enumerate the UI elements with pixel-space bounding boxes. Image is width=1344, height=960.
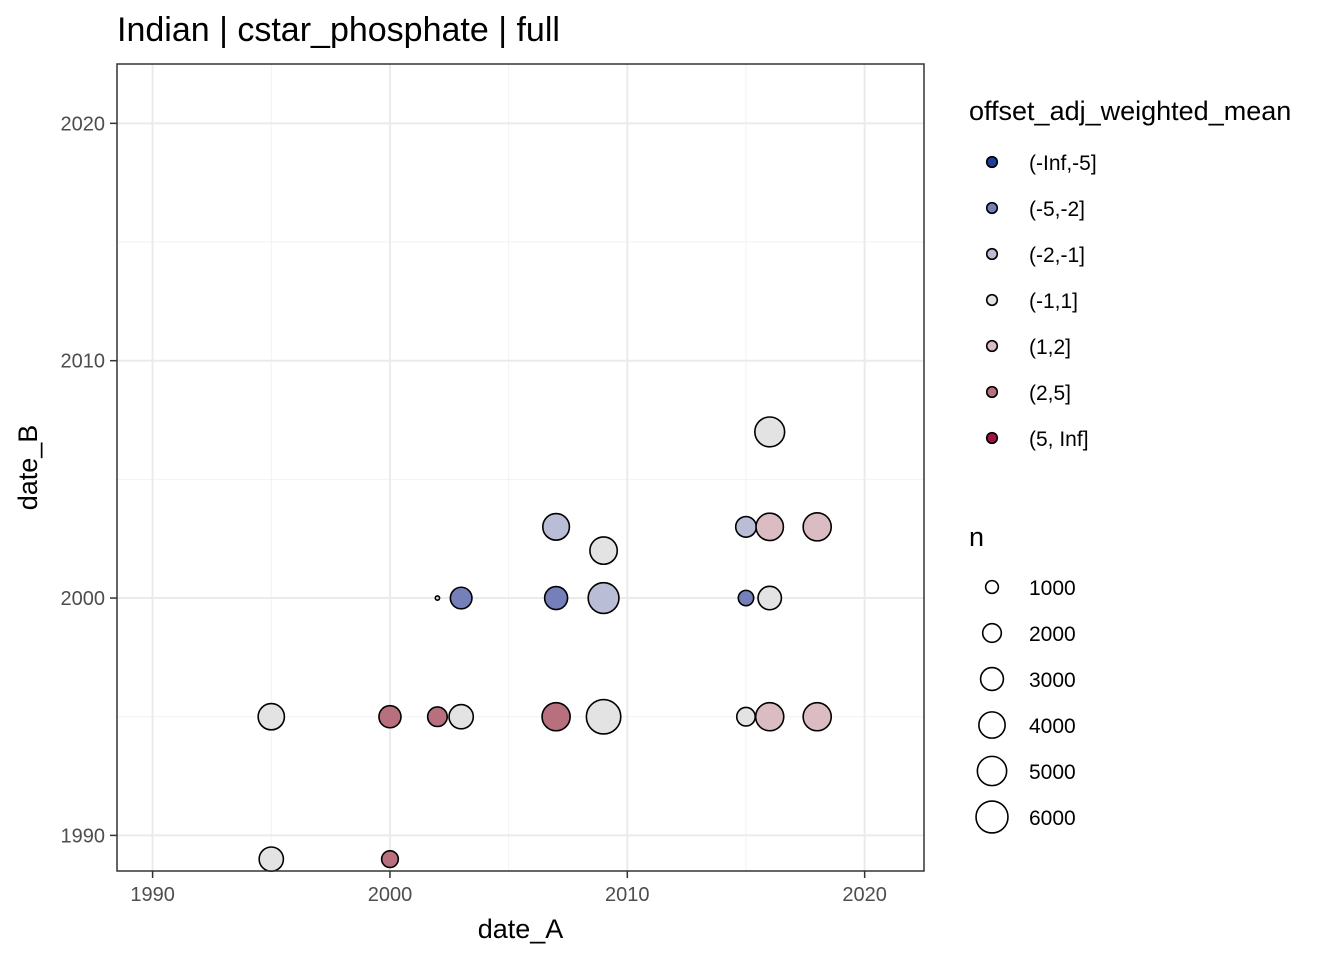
data-point bbox=[802, 511, 833, 542]
size-legend-label: 1000 bbox=[1029, 577, 1076, 600]
color-legend-label: (5, Inf] bbox=[1029, 428, 1089, 451]
color-legend-key bbox=[985, 201, 999, 215]
color-legend-key bbox=[985, 293, 999, 307]
data-point bbox=[754, 416, 786, 448]
data-point bbox=[757, 585, 783, 611]
data-point bbox=[257, 702, 286, 731]
color-legend-title: offset_adj_weighted_mean bbox=[969, 96, 1291, 126]
color-legend-key bbox=[985, 385, 999, 399]
legend: offset_adj_weighted_mean (-Inf,-5] (-5,-2… bbox=[969, 96, 1291, 834]
y-axis-title: date_B bbox=[13, 425, 43, 511]
y-tick-label: 2020 bbox=[61, 113, 106, 135]
color-legend-label: (2,5] bbox=[1029, 382, 1071, 405]
size-legend-key bbox=[978, 711, 1006, 739]
color-legend-key bbox=[985, 339, 999, 353]
data-point bbox=[587, 581, 620, 615]
color-legend-items: (-Inf,-5] (-5,-2] (-2,-1] (-1,1] (1,2] (2,5] (… bbox=[985, 152, 1097, 451]
data-point bbox=[737, 589, 755, 607]
color-legend-label: (-5,-2] bbox=[1029, 198, 1085, 221]
plot-panel bbox=[117, 64, 924, 871]
data-point bbox=[380, 849, 400, 869]
size-legend-key bbox=[979, 666, 1005, 692]
x-tick-label: 1990 bbox=[130, 884, 175, 906]
data-point bbox=[735, 706, 757, 727]
size-legend-key bbox=[984, 579, 1000, 595]
plot-panel-border bbox=[116, 63, 925, 872]
x-tick-label: 2000 bbox=[368, 884, 413, 906]
data-point bbox=[541, 512, 571, 541]
data-point bbox=[585, 698, 622, 735]
color-legend-key bbox=[985, 431, 999, 445]
size-legend-items: 1000 2000 3000 4000 5000 6000 bbox=[975, 577, 1076, 834]
y-tick-label: 2000 bbox=[61, 588, 106, 610]
y-axis-ticks: 1990 2000 2010 2020 bbox=[61, 113, 117, 847]
data-point bbox=[755, 512, 785, 542]
data-point bbox=[434, 595, 441, 601]
color-legend-label: (-Inf,-5] bbox=[1029, 152, 1097, 175]
data-point bbox=[378, 704, 402, 729]
color-legend-label: (-2,-1] bbox=[1029, 244, 1085, 267]
size-legend-label: 6000 bbox=[1029, 807, 1076, 830]
color-legend-key bbox=[985, 155, 999, 169]
size-legend-title: n bbox=[969, 522, 984, 552]
size-legend-label: 2000 bbox=[1029, 623, 1076, 646]
y-tick-label: 1990 bbox=[61, 825, 106, 847]
chart-title: Indian | cstar_phosphate | full bbox=[117, 11, 560, 49]
x-axis-title: date_A bbox=[478, 914, 564, 944]
size-legend-label: 5000 bbox=[1029, 761, 1076, 784]
data-point bbox=[541, 701, 571, 732]
data-point bbox=[448, 703, 475, 730]
data-point bbox=[426, 706, 449, 728]
x-axis-ticks: 1990 2000 2010 2020 bbox=[130, 871, 887, 906]
data-point bbox=[543, 585, 569, 611]
color-legend-label: (1,2] bbox=[1029, 336, 1071, 359]
size-legend-label: 4000 bbox=[1029, 715, 1076, 738]
size-legend-label: 3000 bbox=[1029, 669, 1076, 692]
color-legend-key bbox=[985, 247, 999, 261]
data-point bbox=[734, 515, 758, 538]
color-legend-label: (-1,1] bbox=[1029, 290, 1078, 313]
y-tick-label: 2010 bbox=[61, 351, 106, 373]
size-legend-key bbox=[975, 800, 1009, 834]
data-points bbox=[257, 416, 833, 873]
data-point bbox=[589, 536, 619, 566]
data-point bbox=[802, 701, 833, 732]
data-point bbox=[754, 701, 785, 732]
data-point bbox=[258, 846, 285, 873]
x-tick-label: 2020 bbox=[842, 884, 887, 906]
x-tick-label: 2010 bbox=[605, 884, 650, 906]
size-legend-key bbox=[976, 755, 1008, 787]
grid-lines bbox=[117, 64, 924, 871]
size-legend-key bbox=[981, 622, 1003, 644]
data-point bbox=[449, 586, 473, 610]
